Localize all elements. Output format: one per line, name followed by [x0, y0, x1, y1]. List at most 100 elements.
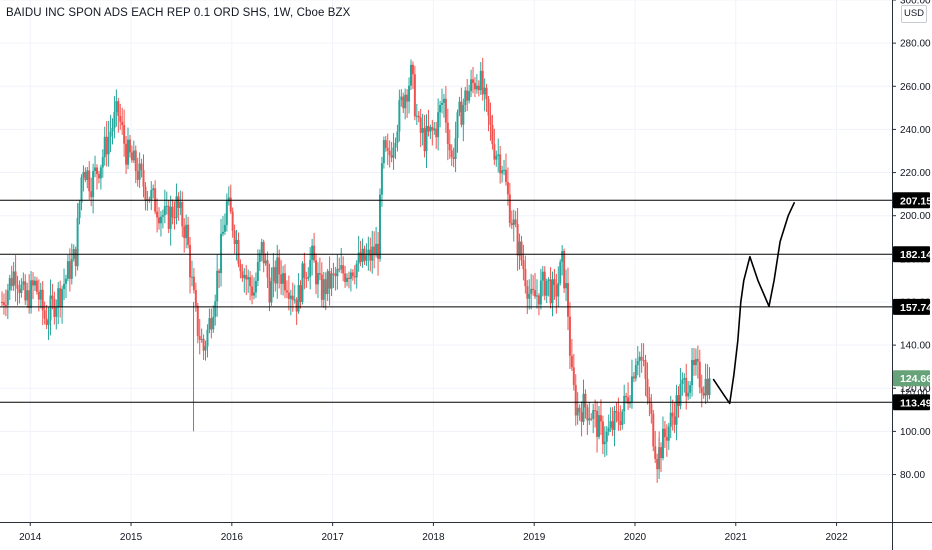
candle-body [53, 298, 56, 317]
candle-body [404, 94, 407, 109]
candle-body [396, 131, 399, 143]
candle-body [140, 163, 143, 171]
candle-body [446, 122, 449, 145]
candle-body [508, 194, 511, 224]
trend-drawing[interactable] [712, 202, 795, 405]
candle-body [454, 138, 457, 159]
candle-body [535, 295, 538, 297]
candle-body [99, 167, 102, 179]
candle-body [218, 270, 221, 274]
candle-body [437, 112, 440, 138]
candle-body [167, 205, 170, 229]
candle-body [156, 211, 159, 218]
candle-body [241, 271, 244, 279]
candle-body [617, 412, 620, 422]
candle-body [427, 125, 430, 132]
candle-body [537, 295, 540, 305]
y-tick-label: 200.00 [900, 211, 931, 222]
candle-body [518, 241, 521, 256]
candle-body [233, 230, 236, 245]
candle-body [402, 96, 405, 109]
candle-body [336, 268, 339, 277]
x-tick-label: 2017 [321, 532, 344, 543]
candle-body [202, 338, 205, 351]
candle-body [679, 384, 682, 406]
candle-body [349, 272, 352, 279]
candle-body [406, 94, 409, 102]
horizontal-levels[interactable] [0, 199, 892, 403]
candle-body [698, 361, 701, 388]
candle-body [12, 271, 15, 287]
candle-body [419, 117, 422, 133]
y-tick-label: 300.00 [900, 0, 931, 7]
candle-body [599, 415, 602, 422]
candle-body [559, 261, 562, 283]
candle-body [179, 201, 182, 208]
candle-body [512, 219, 515, 226]
candle-body [704, 378, 707, 396]
candle-body [33, 280, 36, 286]
candle-body [66, 261, 69, 279]
candle-body [97, 174, 100, 179]
candle-body [504, 169, 507, 183]
candle-body [590, 418, 593, 420]
x-tick-label: 2014 [19, 532, 42, 543]
candle-body [123, 125, 126, 144]
candle-body [355, 263, 358, 278]
candle-body [198, 335, 201, 340]
candle-body [74, 249, 77, 267]
candle-body [638, 356, 641, 362]
candle-body [80, 177, 83, 203]
candle-body [702, 392, 705, 396]
candle-body [351, 272, 354, 277]
candle-body [324, 279, 327, 294]
candle-body [285, 290, 288, 293]
candle-body [499, 154, 502, 174]
candle-body [95, 167, 98, 175]
candle-body [353, 276, 356, 278]
candle-body [493, 144, 496, 160]
candle-body [388, 150, 391, 156]
candle-body [694, 358, 697, 366]
y-tick-label: 240.00 [900, 125, 931, 136]
candle-body [148, 199, 151, 201]
candle-body [293, 299, 296, 301]
candle-body [189, 244, 192, 278]
candle-body [90, 191, 93, 198]
candle-body [16, 284, 19, 289]
candle-body [299, 285, 302, 302]
candle-body [636, 361, 639, 366]
candle-body [8, 278, 11, 291]
candle-body [661, 428, 664, 459]
candle-body [344, 273, 347, 282]
candle-body [495, 155, 498, 160]
candle-body [183, 226, 186, 239]
candle-body [55, 307, 58, 317]
y-tick-label: 80.00 [900, 470, 925, 481]
candle-body [187, 224, 190, 245]
candle-body [400, 96, 403, 101]
candle-body [700, 387, 703, 393]
candle-body [268, 277, 271, 303]
level-price-label: 182.14 [900, 249, 932, 261]
candle-body [235, 240, 238, 245]
candle-body [134, 150, 137, 172]
candle-body [276, 257, 279, 284]
candle-body [576, 407, 579, 416]
candle-body [22, 281, 25, 285]
currency-button[interactable]: USD [901, 5, 927, 23]
candle-body [14, 271, 17, 285]
x-tick-label: 2015 [120, 532, 143, 543]
candle-body [520, 241, 523, 261]
candle-body [384, 140, 387, 148]
candle-body [322, 279, 325, 300]
candle-body [260, 241, 263, 254]
candle-body [41, 289, 44, 311]
candle-body [284, 273, 287, 291]
candle-body [47, 320, 50, 325]
candle-body [57, 288, 60, 308]
candle-body [150, 190, 153, 200]
candle-body [598, 415, 601, 437]
candle-body [367, 249, 370, 256]
